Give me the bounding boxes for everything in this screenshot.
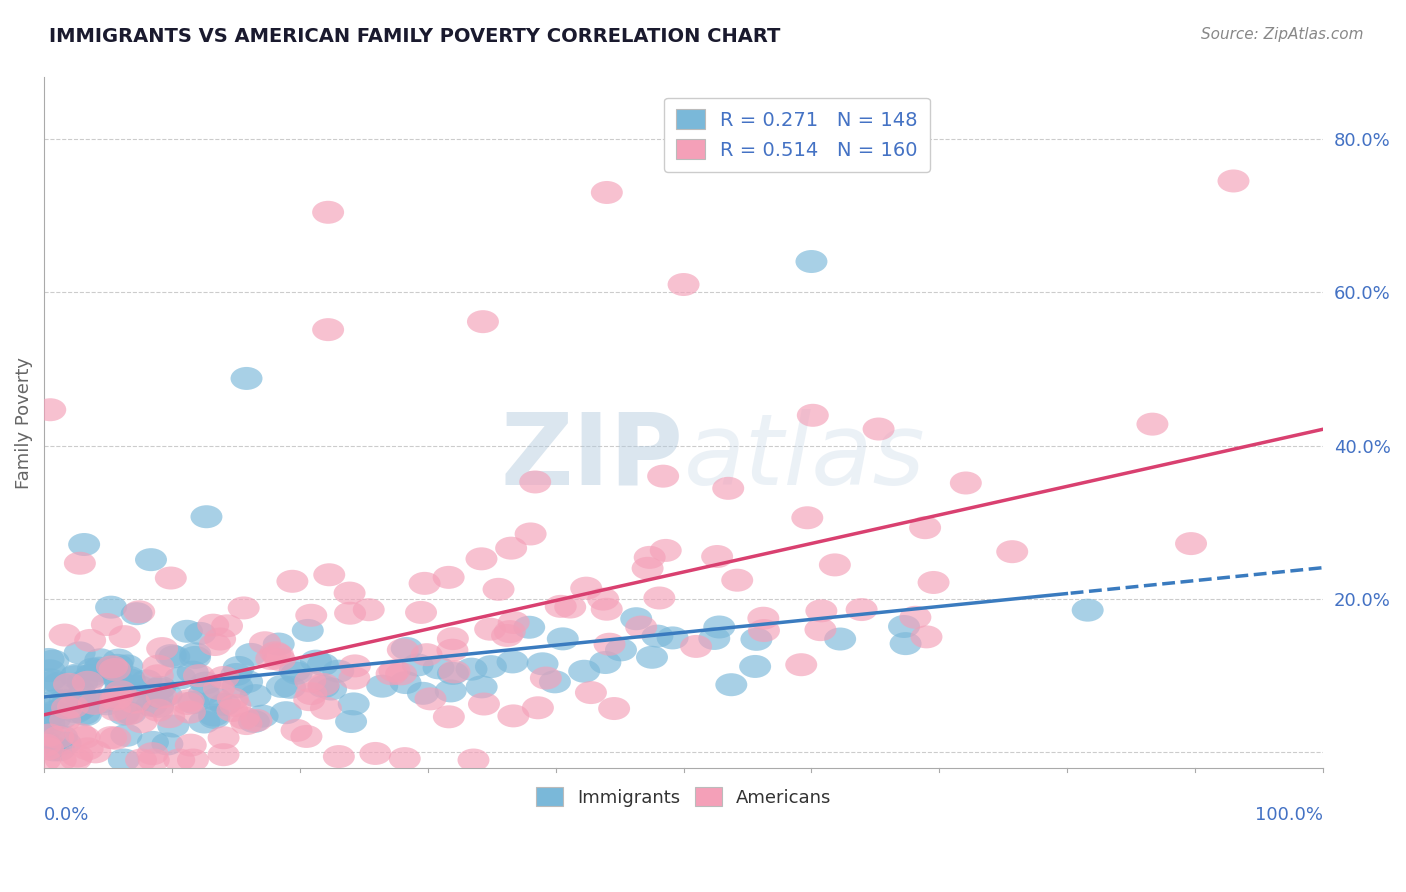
Legend: Immigrants, Americans: Immigrants, Americans — [529, 780, 839, 814]
Text: 0.0%: 0.0% — [44, 805, 90, 823]
Text: Source: ZipAtlas.com: Source: ZipAtlas.com — [1201, 27, 1364, 42]
Text: IMMIGRANTS VS AMERICAN FAMILY POVERTY CORRELATION CHART: IMMIGRANTS VS AMERICAN FAMILY POVERTY CO… — [49, 27, 780, 45]
Text: 100.0%: 100.0% — [1256, 805, 1323, 823]
Text: atlas: atlas — [683, 409, 925, 506]
Y-axis label: Family Poverty: Family Poverty — [15, 357, 32, 489]
Text: ZIP: ZIP — [501, 409, 683, 506]
